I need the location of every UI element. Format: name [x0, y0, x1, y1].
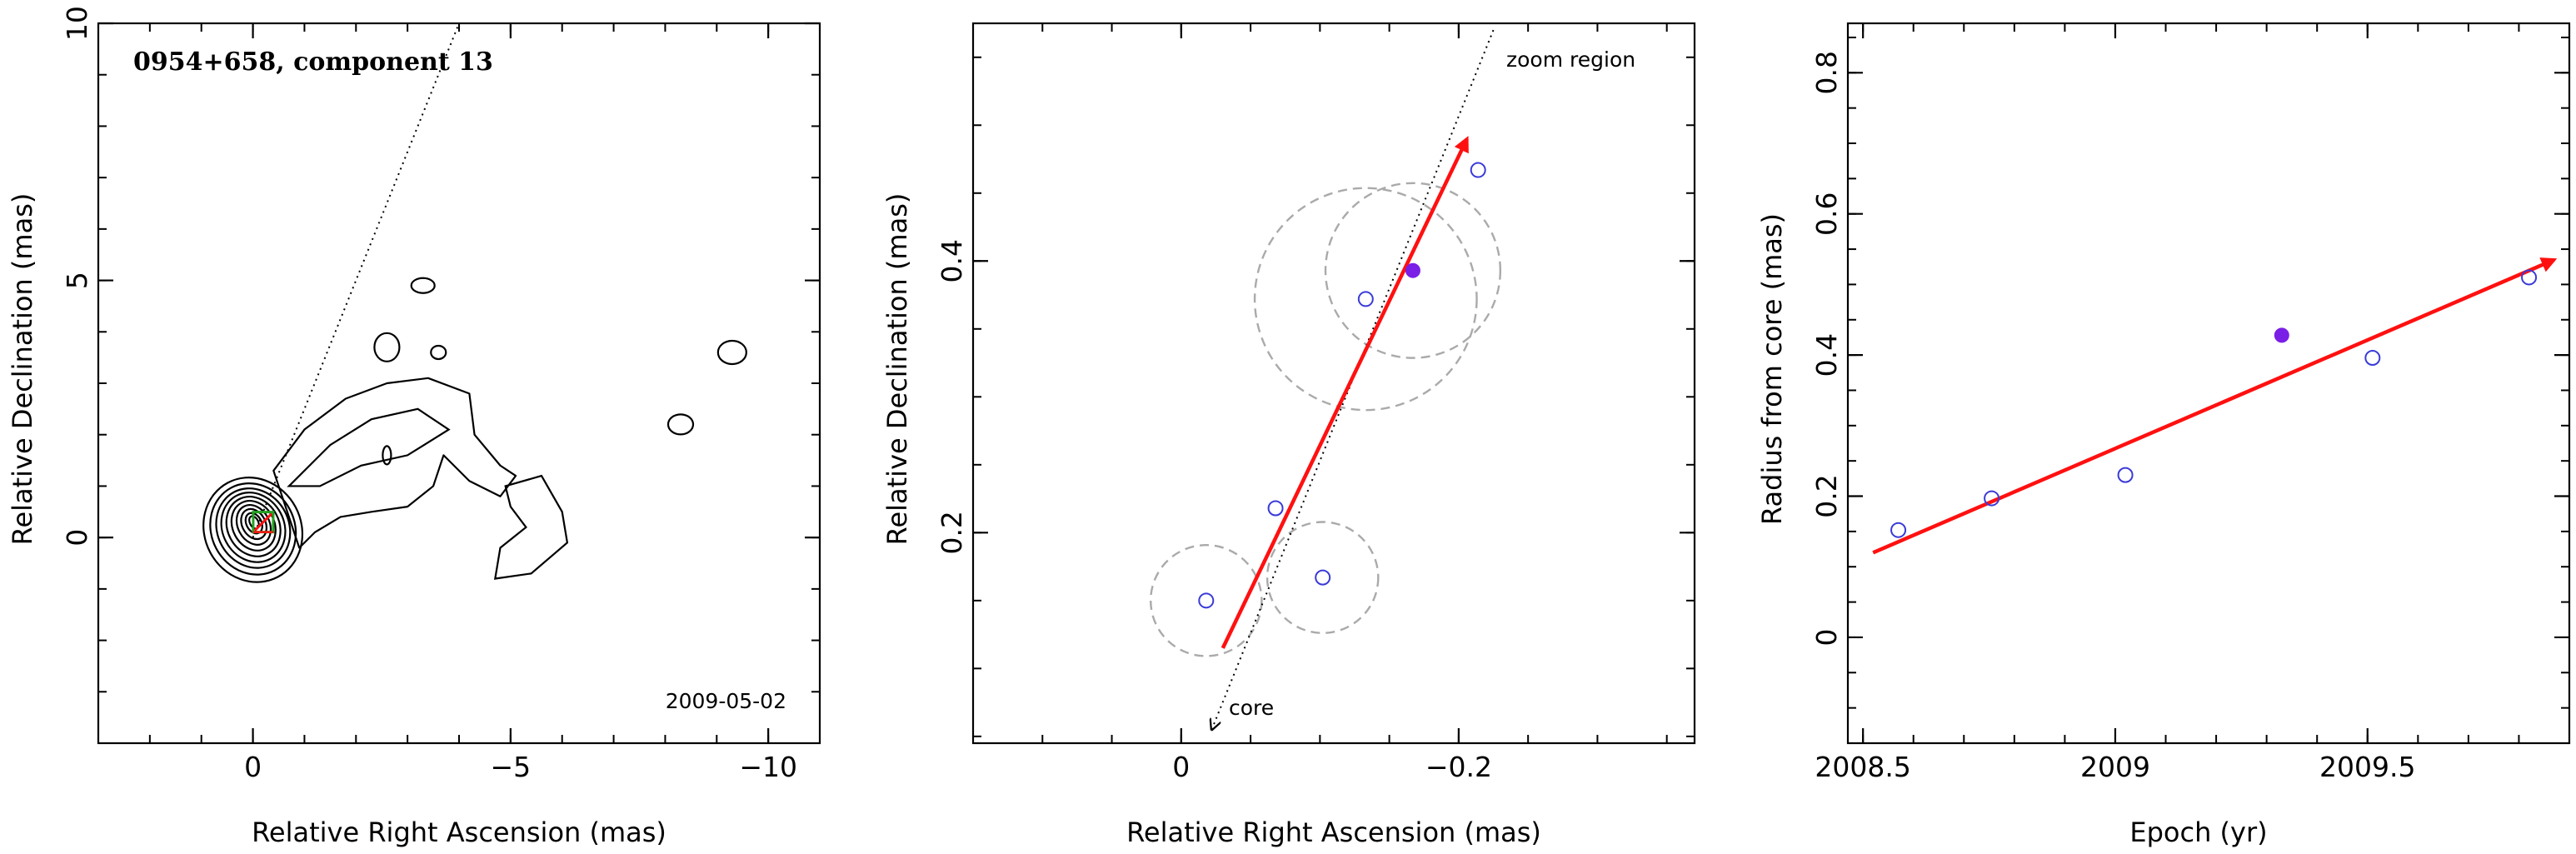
x-tick-label: 0: [244, 751, 262, 783]
error-circle: [1149, 544, 1263, 657]
core-contour: [215, 487, 292, 569]
contour-island: [716, 339, 747, 366]
chart-title: 0954+658, component 13: [133, 47, 493, 77]
x-tick-label: −5: [491, 751, 532, 783]
error-circles: [1149, 182, 1502, 657]
jet-contour: [287, 407, 451, 487]
core-contour: [225, 496, 282, 557]
y-tick-label: 0.2: [1810, 474, 1843, 517]
x-tick-label: 2009: [2080, 751, 2150, 783]
axes-box: [1846, 22, 2571, 745]
y-tick-label: 5: [61, 272, 93, 289]
fit-arrow: [1872, 257, 2558, 555]
motion-arrow: [1221, 136, 1469, 649]
data-point: [1470, 162, 1486, 178]
y-tick-label: 0.4: [936, 239, 968, 282]
jet-contour: [272, 377, 517, 549]
x-tick-label: −0.2: [1425, 751, 1492, 783]
x-tick-label: 2009.5: [2319, 751, 2415, 783]
y-tick-label: 0.6: [1810, 192, 1843, 235]
radius-points: [1890, 269, 2538, 538]
x-axis-label: Relative Right Ascension (mas): [252, 817, 666, 848]
panel-zoom-region: 0 −0.2 0.2 0.4 zoom region core Relative Ri…: [881, 22, 1696, 848]
panel-radius-vs-epoch: 2008.5 2009 2009.5 0 0.2 0.4 0.6 0.8 Epoch (yr)…: [1756, 22, 2571, 848]
motion-arrow-line: [1221, 136, 1469, 649]
x-axis-label: Epoch (yr): [2129, 817, 2267, 848]
data-point: [1890, 522, 1907, 538]
data-point: [1315, 569, 1331, 586]
y-tick-label: 0.8: [1810, 51, 1843, 94]
panel-vlbi-map: 0 −5 −10 0 5 10 0954+658, component 13 2009-0…: [7, 6, 821, 848]
data-point: [1984, 490, 2000, 507]
component-positions: [1198, 162, 1486, 609]
y-tick-label: 0.2: [936, 511, 968, 554]
data-point: [2364, 350, 2381, 367]
y-axis-label: Relative Declination (mas): [7, 193, 38, 546]
y-tick-label: 0.4: [1810, 333, 1843, 377]
x-axis-label: Relative Right Ascension (mas): [1126, 817, 1541, 848]
core-contour: [240, 507, 267, 541]
axes-box: [971, 22, 1696, 745]
component-marker: [252, 511, 275, 534]
core-contour: [230, 500, 277, 552]
plot-frame: [1846, 22, 2571, 745]
contour-island: [373, 332, 401, 362]
contour-island: [382, 445, 392, 466]
jet-direction-line: [252, 22, 460, 538]
y-tick-label: 0: [61, 529, 93, 547]
core-contour: [220, 492, 287, 563]
axis-ticks: 2008.5 2009 2009.5 0 0.2 0.4 0.6 0.8: [1810, 23, 2570, 783]
error-circle: [1266, 521, 1380, 634]
core-contour: [202, 477, 304, 583]
core-label: core: [1229, 696, 1274, 720]
zoom-region-label: zoom region: [1506, 47, 1635, 72]
data-point: [1267, 500, 1284, 517]
error-circle: [1253, 187, 1478, 412]
y-tick-label: 10: [61, 6, 93, 41]
error-circle: [1324, 182, 1502, 359]
core-contour: [209, 482, 297, 576]
epoch-annotation: 2009-05-02: [666, 689, 786, 713]
contour-island: [430, 344, 447, 361]
data-point: [1357, 291, 1374, 307]
component-arrow: [253, 512, 273, 532]
data-point: [2117, 467, 2134, 483]
axis-ticks: 0 −5 −10 0 5 10: [61, 6, 821, 783]
data-point: [1198, 592, 1215, 609]
contour-island: [410, 277, 436, 294]
y-tick-label: 0: [1810, 628, 1843, 646]
x-tick-label: −10: [739, 751, 797, 783]
contour-map: [202, 277, 747, 583]
plot-frame: [97, 22, 821, 745]
data-point: [2521, 269, 2538, 286]
plot-frame: [971, 22, 1696, 745]
x-tick-label: 2008.5: [1815, 751, 1910, 783]
contour-island: [666, 413, 695, 436]
data-point: [2274, 327, 2289, 343]
axis-ticks: 0 −0.2 0.2 0.4: [936, 23, 1695, 783]
south-contour: [493, 474, 569, 580]
jet-direction-line: [252, 22, 460, 538]
y-axis-label: Relative Declination (mas): [881, 193, 913, 546]
fit-arrow-line: [1872, 257, 2558, 555]
data-point: [1405, 262, 1420, 278]
axes-box: [97, 22, 821, 745]
x-tick-label: 0: [1172, 751, 1190, 783]
y-axis-label: Radius from core (mas): [1756, 213, 1788, 525]
